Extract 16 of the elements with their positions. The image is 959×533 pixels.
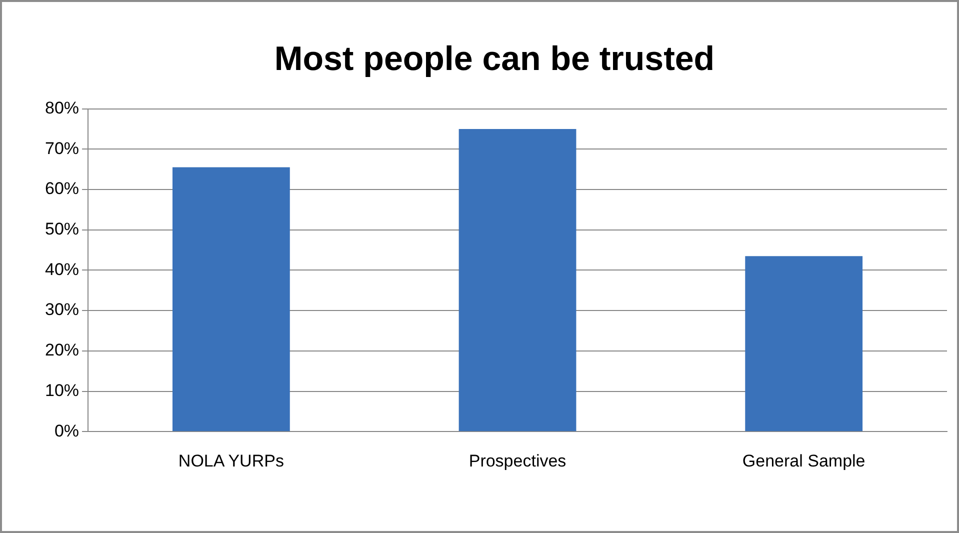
y-tick-label: 40% bbox=[44, 260, 80, 279]
y-tick-label: 80% bbox=[44, 98, 80, 118]
y-tick-label: 30% bbox=[44, 300, 80, 320]
chart-title: Most people can be trusted bbox=[274, 40, 715, 78]
y-tick-label: 0% bbox=[54, 421, 80, 440]
x-tick-label: General Sample bbox=[742, 451, 866, 470]
y-tick-label: 20% bbox=[44, 340, 80, 360]
x-tick-label: NOLA YURPs bbox=[178, 451, 284, 470]
y-tick-label: 50% bbox=[44, 220, 80, 239]
x-tick-label: Prospectives bbox=[468, 451, 566, 470]
bar bbox=[172, 167, 290, 432]
y-tick-label: 60% bbox=[44, 179, 80, 198]
y-tick-label: 70% bbox=[44, 138, 80, 158]
y-tick-label: 10% bbox=[44, 380, 80, 400]
bar bbox=[458, 128, 576, 432]
bar bbox=[745, 256, 863, 432]
